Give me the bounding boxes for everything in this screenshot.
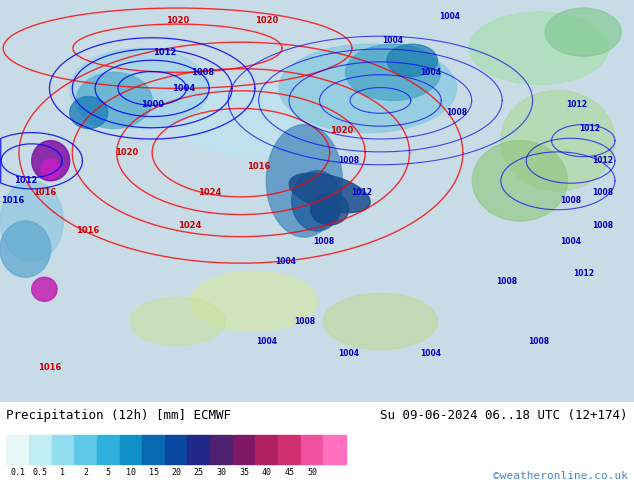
Text: 35: 35 [239, 468, 249, 477]
Text: 1000: 1000 [141, 100, 164, 109]
Text: 1004: 1004 [172, 84, 195, 93]
Text: 1024: 1024 [198, 188, 221, 197]
Text: 1012: 1012 [14, 176, 37, 185]
Text: 50: 50 [307, 468, 317, 477]
Bar [6, 435, 29, 464]
Text: 1004: 1004 [560, 237, 581, 245]
Ellipse shape [472, 141, 567, 221]
Bar [120, 435, 142, 464]
Bar [29, 435, 51, 464]
Text: 1012: 1012 [579, 124, 600, 133]
Ellipse shape [0, 181, 63, 261]
Bar [323, 435, 346, 464]
Text: 1008: 1008 [446, 108, 467, 117]
Text: 25: 25 [194, 468, 204, 477]
Text: 1008: 1008 [592, 220, 613, 229]
Ellipse shape [289, 173, 370, 213]
Ellipse shape [190, 271, 317, 331]
Ellipse shape [545, 8, 621, 56]
Text: 1012: 1012 [592, 156, 613, 165]
Text: 2: 2 [83, 468, 88, 477]
Text: 1008: 1008 [294, 317, 315, 326]
Text: 1016: 1016 [247, 162, 271, 171]
Ellipse shape [0, 221, 51, 277]
Text: 1008: 1008 [338, 156, 359, 165]
Text: 0.5: 0.5 [33, 468, 48, 477]
Bar [233, 435, 255, 464]
Text: 1008: 1008 [191, 68, 214, 77]
Text: 45: 45 [285, 468, 294, 477]
Text: 1020: 1020 [115, 148, 138, 157]
Text: 1016: 1016 [38, 363, 61, 371]
Text: 20: 20 [171, 468, 181, 477]
Ellipse shape [130, 297, 225, 345]
Ellipse shape [346, 44, 441, 100]
Text: 1004: 1004 [338, 349, 359, 358]
Text: 1008: 1008 [592, 188, 613, 197]
Text: 5: 5 [106, 468, 111, 477]
Text: 1012: 1012 [566, 100, 588, 109]
Ellipse shape [323, 294, 437, 349]
Text: 1004: 1004 [275, 257, 296, 266]
Bar [210, 435, 232, 464]
Ellipse shape [387, 44, 437, 76]
Ellipse shape [311, 193, 349, 225]
Text: 1016: 1016 [33, 188, 56, 197]
Text: 1016: 1016 [76, 226, 100, 235]
Text: Precipitation (12h) [mm] ECMWF: Precipitation (12h) [mm] ECMWF [6, 409, 231, 422]
Text: 30: 30 [216, 468, 226, 477]
Bar [301, 435, 323, 464]
Ellipse shape [70, 97, 108, 128]
Ellipse shape [266, 124, 342, 237]
Text: 1004: 1004 [420, 68, 442, 77]
Text: 1020: 1020 [255, 16, 278, 24]
Text: 1012: 1012 [351, 188, 372, 197]
Ellipse shape [70, 48, 209, 128]
Text: 15: 15 [148, 468, 158, 477]
Bar [278, 435, 301, 464]
Ellipse shape [292, 171, 342, 231]
Bar [51, 435, 74, 464]
Ellipse shape [174, 84, 333, 157]
Bar [74, 435, 96, 464]
Bar [188, 435, 210, 464]
Bar [142, 435, 164, 464]
Ellipse shape [501, 90, 615, 191]
Text: ©weatheronline.co.uk: ©weatheronline.co.uk [493, 471, 628, 481]
Text: 1008: 1008 [313, 237, 334, 245]
Text: 1020: 1020 [330, 125, 353, 135]
Text: 1004: 1004 [256, 337, 277, 346]
Text: 1012: 1012 [573, 269, 594, 278]
Text: 10: 10 [126, 468, 136, 477]
Text: 1024: 1024 [179, 220, 202, 229]
Ellipse shape [32, 141, 70, 181]
Ellipse shape [76, 73, 152, 128]
Text: 1008: 1008 [528, 337, 550, 346]
Text: 1008: 1008 [496, 277, 518, 286]
Text: 1004: 1004 [382, 36, 404, 45]
Text: 1: 1 [60, 468, 65, 477]
Bar [165, 435, 187, 464]
Text: 1004: 1004 [439, 12, 461, 21]
Text: 1012: 1012 [153, 48, 176, 57]
Text: 40: 40 [262, 468, 272, 477]
Text: Su 09-06-2024 06..18 UTC (12+174): Su 09-06-2024 06..18 UTC (12+174) [380, 409, 628, 422]
Text: 1008: 1008 [560, 196, 581, 205]
Ellipse shape [469, 12, 609, 84]
Ellipse shape [32, 277, 57, 301]
Text: 1016: 1016 [1, 196, 24, 205]
Bar [256, 435, 278, 464]
Bar [97, 435, 119, 464]
Text: 1004: 1004 [420, 349, 442, 358]
Ellipse shape [279, 44, 456, 133]
Text: 1020: 1020 [166, 16, 189, 24]
Ellipse shape [41, 159, 60, 179]
Text: 0.1: 0.1 [10, 468, 25, 477]
